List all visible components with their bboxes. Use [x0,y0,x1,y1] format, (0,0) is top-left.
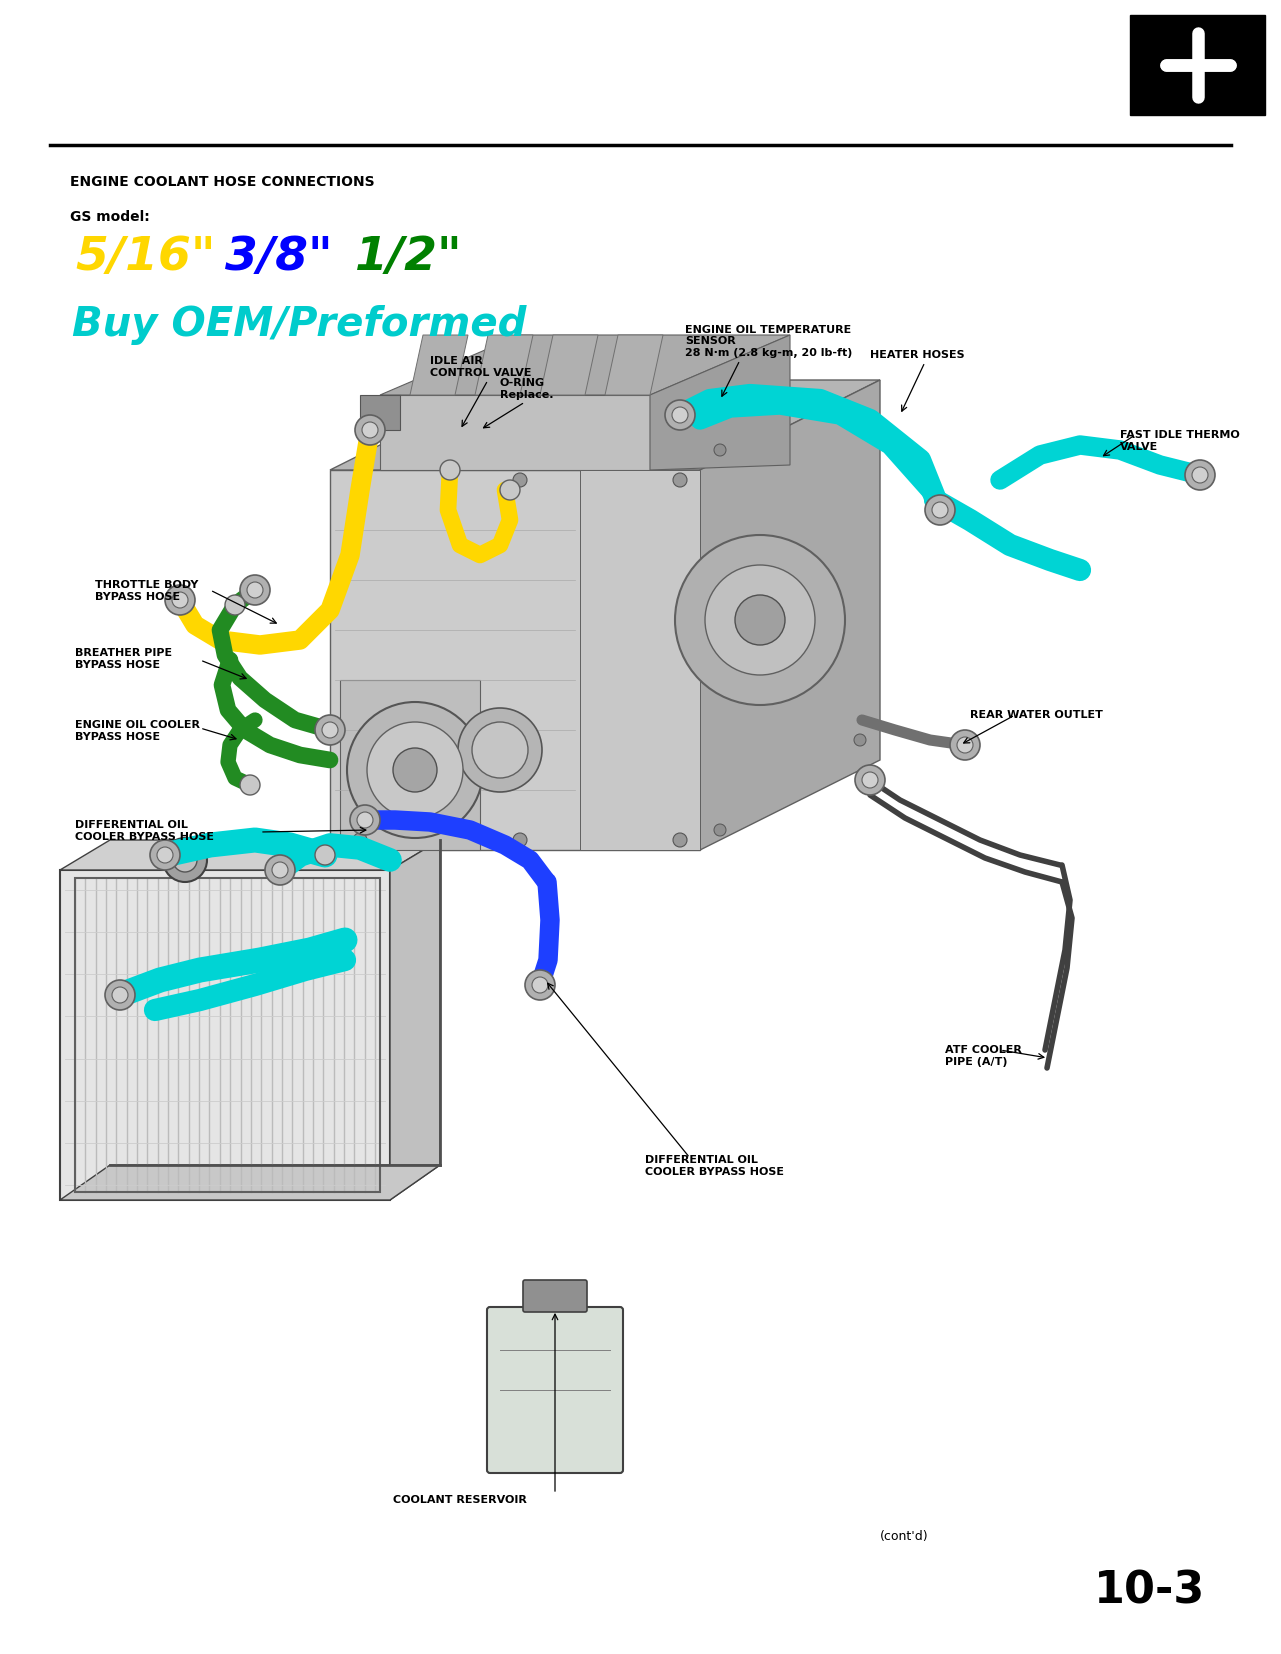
Text: FAST IDLE THERMO
VALVE: FAST IDLE THERMO VALVE [1120,430,1240,452]
Circle shape [714,824,726,835]
Polygon shape [699,380,880,850]
Text: ENGINE OIL TEMPERATURE
SENSOR
28 N·m (2.8 kg-m, 20 lb-ft): ENGINE OIL TEMPERATURE SENSOR 28 N·m (2.… [685,324,852,357]
Polygon shape [541,336,598,395]
Circle shape [265,855,295,885]
Text: REAR WATER OUTLET: REAR WATER OUTLET [970,710,1103,719]
Polygon shape [389,840,439,1201]
Polygon shape [60,870,389,1201]
FancyBboxPatch shape [487,1307,623,1474]
Text: DIFFERENTIAL OIL
COOLER BYPASS HOSE: DIFFERENTIAL OIL COOLER BYPASS HOSE [76,820,214,842]
Circle shape [705,566,815,675]
Polygon shape [60,840,439,870]
Text: ATF COOLER
PIPE (A/T): ATF COOLER PIPE (A/T) [945,1045,1022,1067]
Circle shape [150,840,181,870]
Circle shape [854,734,866,746]
Circle shape [354,473,366,486]
Circle shape [165,586,195,615]
Circle shape [675,534,845,705]
Circle shape [173,849,197,872]
Circle shape [925,495,956,524]
Text: COOLANT RESERVOIR: COOLANT RESERVOIR [393,1495,526,1505]
Circle shape [1193,466,1208,483]
Circle shape [347,701,483,839]
Polygon shape [605,336,664,395]
Polygon shape [339,680,480,850]
Circle shape [354,834,366,847]
Circle shape [471,723,528,777]
Circle shape [172,592,188,609]
Circle shape [854,414,866,427]
Text: Buy OEM/Preformed: Buy OEM/Preformed [72,304,526,346]
Text: ENGINE COOLANT HOSE CONNECTIONS: ENGINE COOLANT HOSE CONNECTIONS [70,175,374,189]
Circle shape [439,460,460,480]
Circle shape [272,862,288,878]
Text: ENGINE OIL COOLER
BYPASS HOSE: ENGINE OIL COOLER BYPASS HOSE [76,719,200,741]
Circle shape [1185,460,1214,490]
Circle shape [111,987,128,1002]
Text: GS model:: GS model: [70,210,150,223]
Circle shape [315,715,345,744]
Polygon shape [330,380,880,470]
Circle shape [862,772,877,787]
Text: HEATER HOSES: HEATER HOSES [870,351,965,361]
Circle shape [158,847,173,863]
Polygon shape [580,470,699,850]
Circle shape [673,834,687,847]
Polygon shape [380,395,649,470]
Circle shape [350,805,380,835]
Circle shape [315,845,336,865]
Circle shape [512,834,526,847]
Circle shape [854,766,885,796]
Polygon shape [649,336,790,470]
Circle shape [247,582,263,599]
Circle shape [957,738,974,753]
Text: (cont'd): (cont'd) [880,1530,929,1543]
Circle shape [240,576,270,605]
Polygon shape [410,336,468,395]
Circle shape [459,708,542,792]
Text: O-RING
Replace.: O-RING Replace. [500,379,553,400]
Circle shape [665,400,696,430]
FancyBboxPatch shape [523,1280,587,1312]
Circle shape [951,729,980,759]
Text: THROTTLE BODY
BYPASS HOSE: THROTTLE BODY BYPASS HOSE [95,581,199,602]
Text: 10-3: 10-3 [1094,1570,1205,1613]
Circle shape [532,978,548,992]
Circle shape [512,473,526,486]
Text: DIFFERENTIAL OIL
COOLER BYPASS HOSE: DIFFERENTIAL OIL COOLER BYPASS HOSE [646,1154,784,1176]
Polygon shape [60,1164,439,1201]
Polygon shape [380,336,790,395]
Polygon shape [475,336,533,395]
Circle shape [735,595,785,645]
Text: 3/8": 3/8" [225,235,333,280]
Polygon shape [1130,15,1266,116]
Circle shape [355,415,386,445]
Circle shape [240,776,260,796]
Text: 1/2": 1/2" [355,235,462,280]
Text: IDLE AIR
CONTROL VALVE: IDLE AIR CONTROL VALVE [430,356,532,379]
Circle shape [673,473,687,486]
Circle shape [225,595,245,615]
Polygon shape [330,470,699,850]
Polygon shape [360,395,400,430]
Circle shape [105,981,135,1011]
Text: 5/16": 5/16" [76,235,215,280]
Circle shape [363,422,378,438]
Circle shape [393,748,437,792]
Circle shape [673,407,688,423]
Circle shape [357,812,373,829]
Circle shape [500,480,520,500]
Circle shape [933,503,948,518]
Circle shape [322,723,338,738]
Circle shape [163,839,208,882]
Text: BREATHER PIPE
BYPASS HOSE: BREATHER PIPE BYPASS HOSE [76,648,172,670]
Circle shape [714,443,726,457]
Circle shape [525,969,555,1001]
Circle shape [366,723,462,819]
